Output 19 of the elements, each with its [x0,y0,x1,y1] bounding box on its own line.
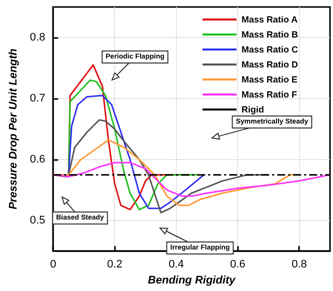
legend-label: Mass Ratio C [241,44,298,54]
y-tick-label: 0.8 [30,32,46,44]
x-tick-label: 0.8 [292,258,307,271]
legend-label: Mass Ratio E [241,74,298,84]
y-axis-title: Pressure Drop Per Unit Length [8,48,20,210]
line-series [52,162,331,197]
x-tick-label: 0.6 [230,258,246,271]
legend-label: Mass Ratio F [241,90,298,100]
y-tick-label: 0.6 [30,154,46,166]
y-tick-label: 0.5 [30,214,46,227]
legend-label: Rigid [241,104,264,114]
y-tick-label: 0.7 [30,92,46,105]
x-tick-label: 0.2 [107,258,122,271]
x-axis-title: Bending Rigidity [148,274,236,286]
legend-label: Mass Ratio D [241,60,298,70]
legend-label: Mass Ratio B [241,30,298,40]
x-tick-label: 0.4 [168,258,184,271]
legend-label: Mass Ratio A [241,14,298,24]
x-tick-label: 0 [50,258,56,271]
